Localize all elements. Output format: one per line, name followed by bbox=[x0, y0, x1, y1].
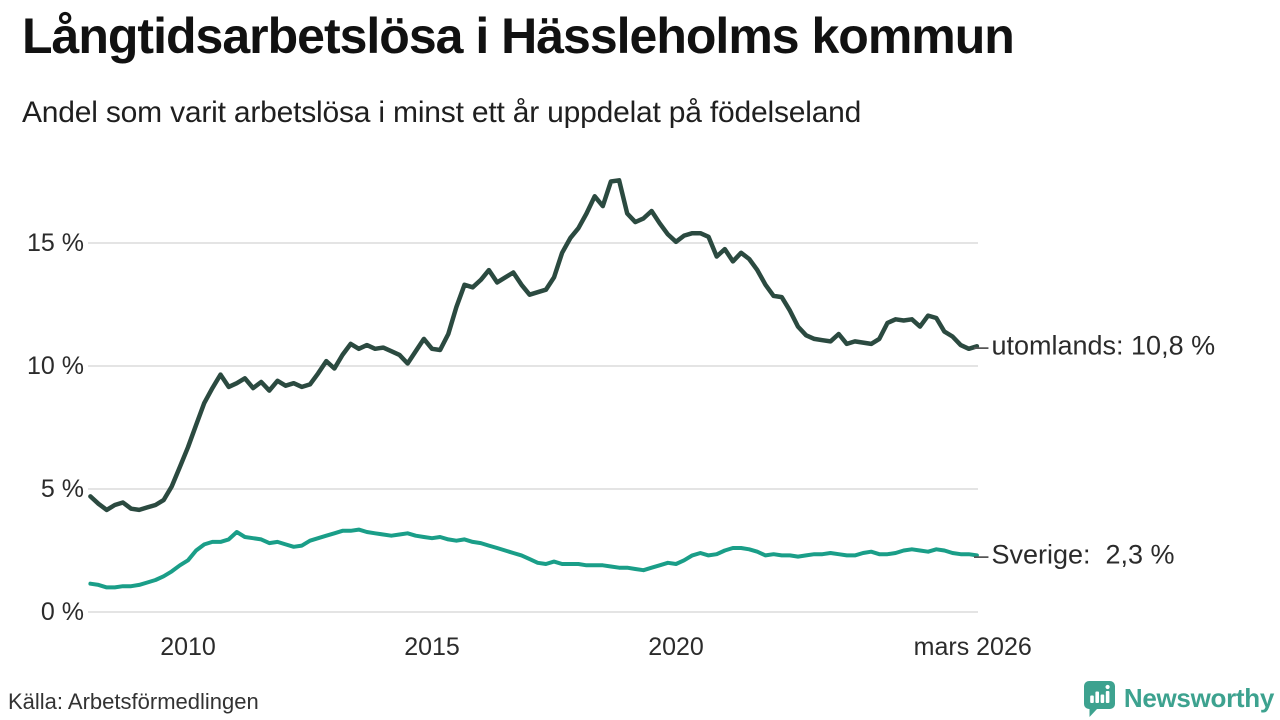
x-axis-tick-label: mars 2026 bbox=[913, 633, 1032, 661]
label-connector-dash: – bbox=[974, 539, 989, 570]
source-note: Källa: Arbetsförmedlingen bbox=[8, 689, 259, 714]
y-axis-tick-label: 15 % bbox=[27, 229, 84, 257]
chart-title: Långtidsarbetslösa i Hässleholms kommun bbox=[22, 8, 1015, 64]
y-axis-tick-label: 0 % bbox=[40, 598, 84, 626]
series-label-utomlands-text: utomlands: 10,8 % bbox=[991, 330, 1216, 361]
x-axis-tick-label: 2010 bbox=[160, 633, 216, 661]
newsworthy-logo-icon bbox=[1083, 681, 1115, 717]
y-axis-tick-label: 10 % bbox=[27, 352, 84, 380]
label-connector-dash: – bbox=[974, 330, 989, 361]
utomlands-line bbox=[88, 178, 980, 513]
series-label-sverige: – Sverige: 2,3 % bbox=[974, 540, 1175, 571]
newsworthy-logo-text: Newsworthy bbox=[1123, 683, 1274, 713]
x-axis-tick-label: 2015 bbox=[404, 633, 460, 661]
series-label-sverige-text: Sverige: 2,3 % bbox=[991, 539, 1175, 570]
x-axis-tick-label: 2020 bbox=[648, 633, 704, 661]
chart-subtitle: Andel som varit arbetslösa i minst ett å… bbox=[22, 96, 862, 129]
y-axis-tick-label: 5 % bbox=[40, 475, 84, 503]
sverige-line bbox=[88, 527, 979, 590]
newsworthy-brand: Newsworthy bbox=[1083, 680, 1274, 717]
series-label-utomlands: – utomlands: 10,8 % bbox=[974, 331, 1215, 362]
